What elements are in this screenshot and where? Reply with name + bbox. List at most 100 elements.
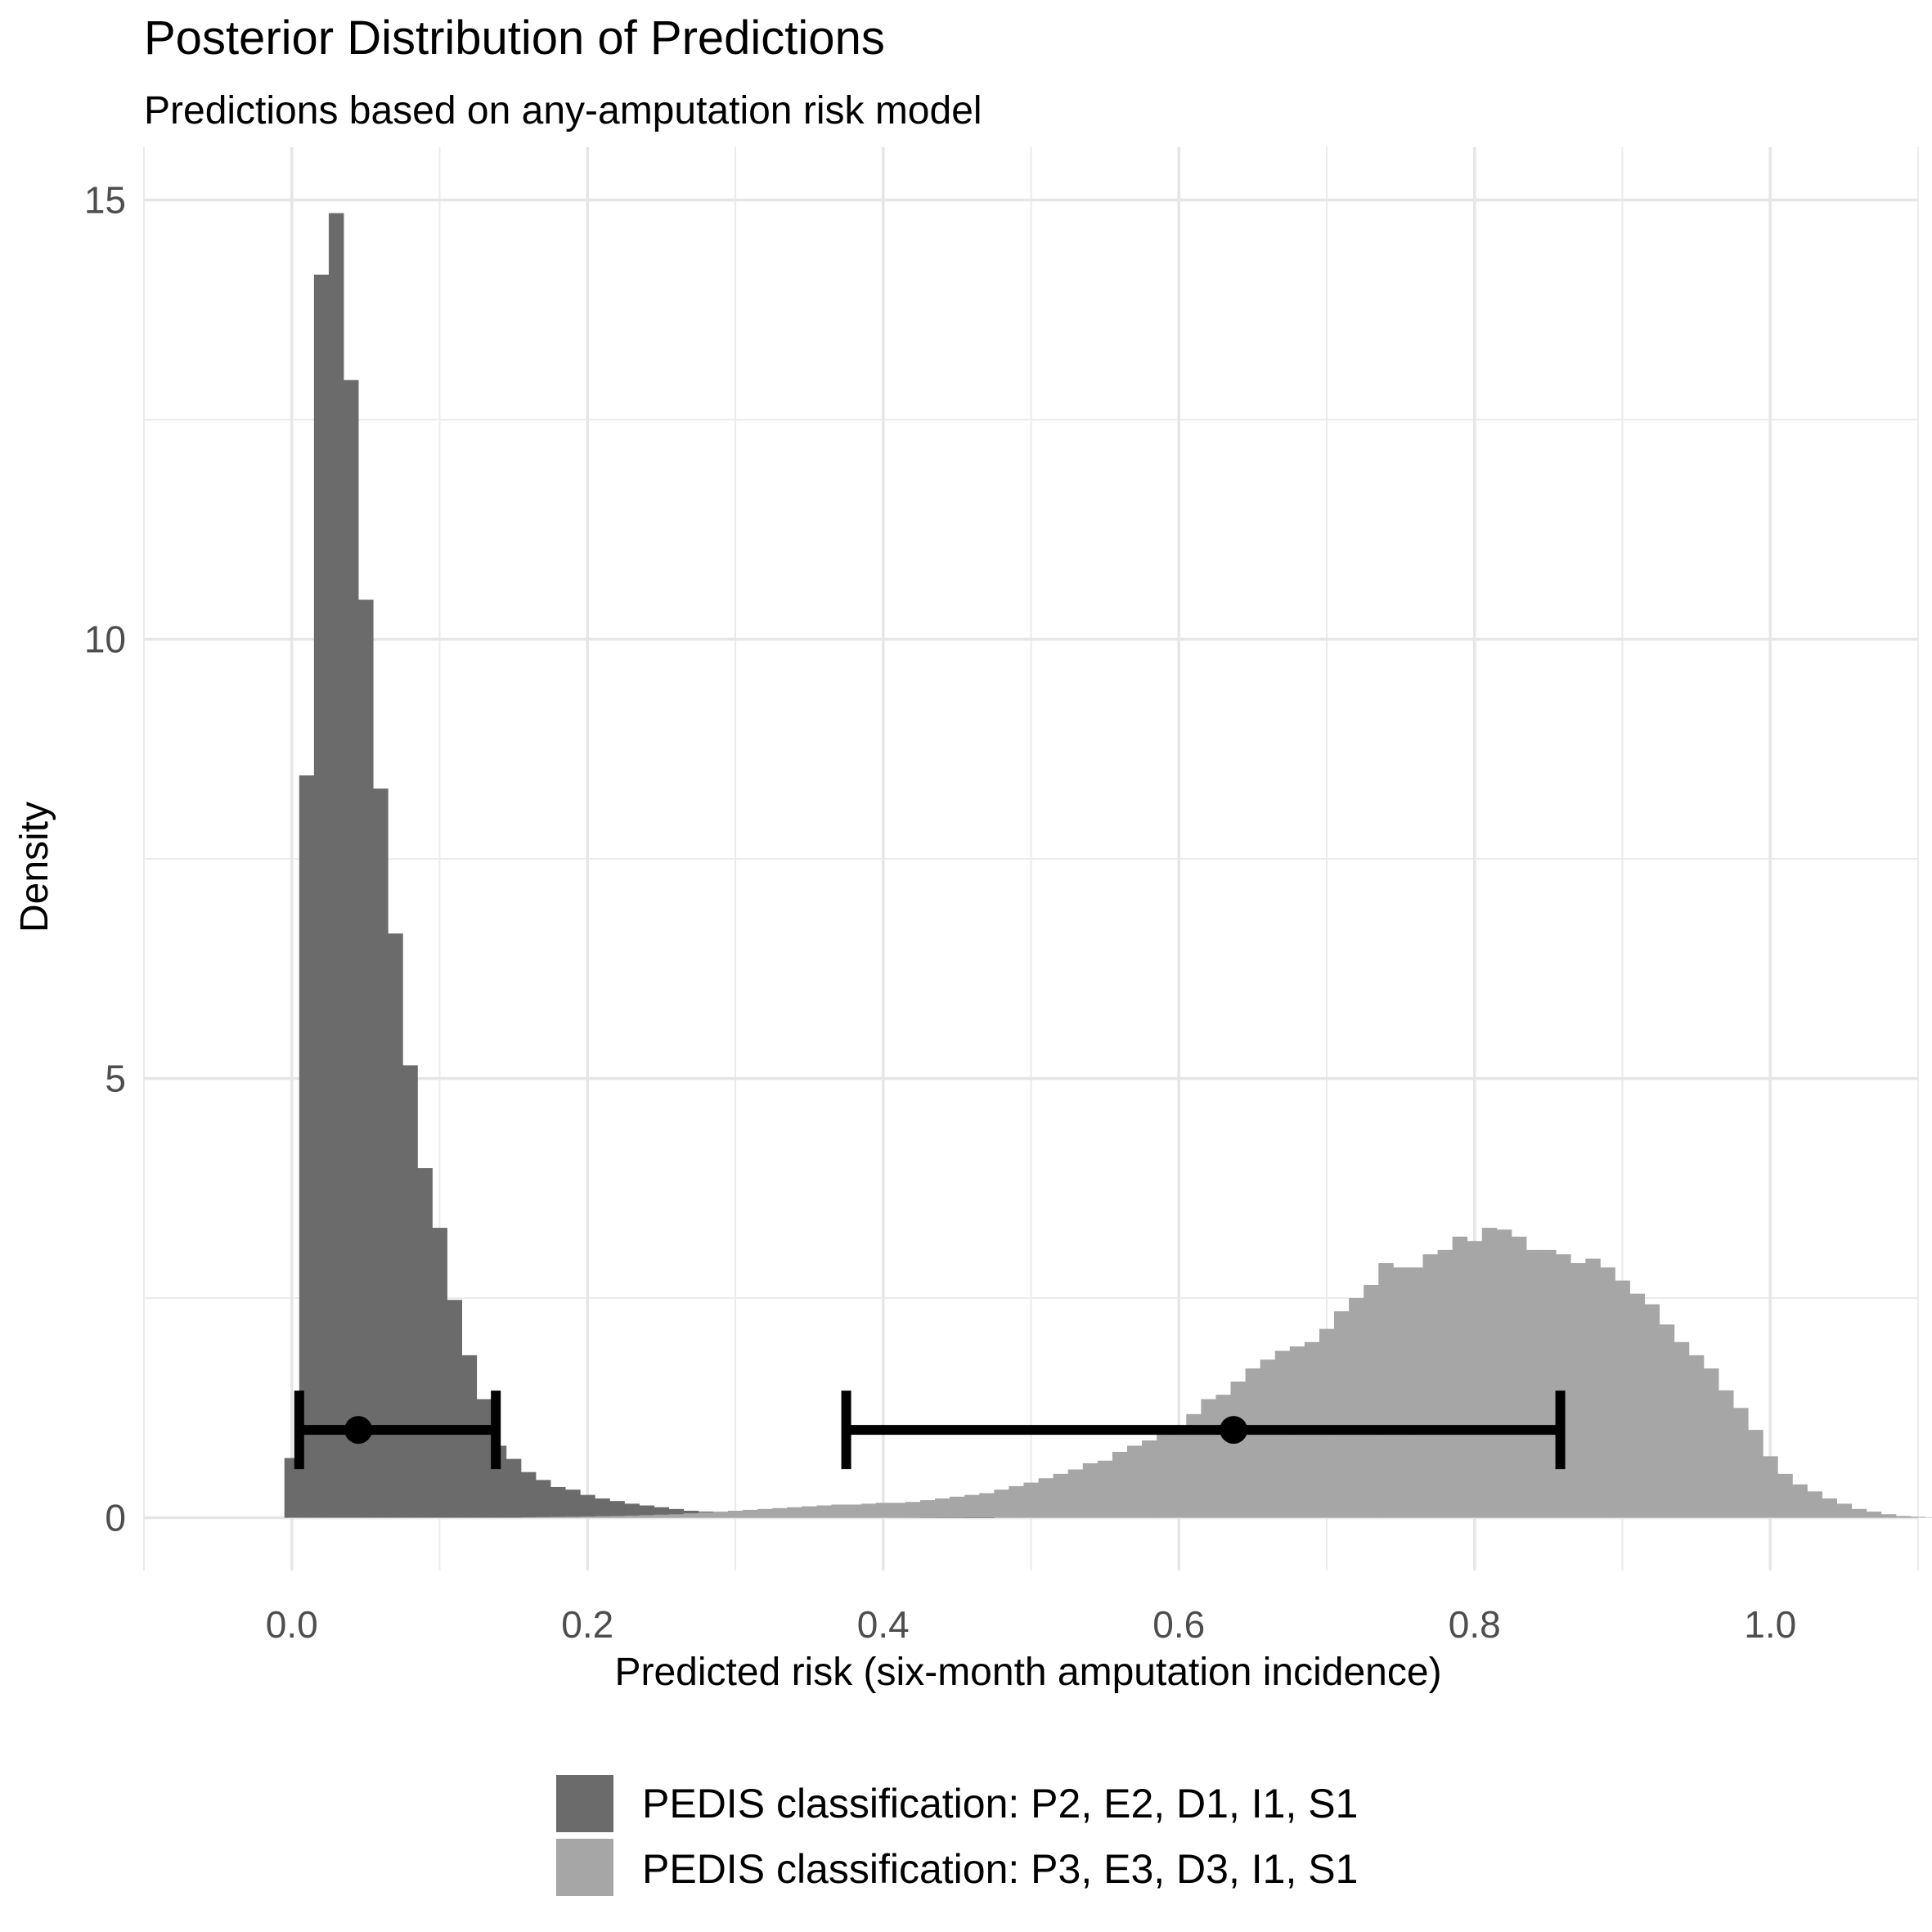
bar-s2-62 <box>1422 1254 1438 1518</box>
x-axis-ticks: 0.0 0.2 0.4 0.6 0.8 1.0 <box>266 1603 1796 1646</box>
bar-s2-93 <box>1880 1514 1897 1518</box>
legend-swatch-series-2 <box>556 1839 613 1896</box>
bar-s2-67 <box>1496 1229 1512 1518</box>
bar-s2-49 <box>1230 1382 1246 1518</box>
bar-s2-64 <box>1452 1236 1468 1518</box>
bar-s2-84 <box>1748 1430 1764 1518</box>
bar-s1-8 <box>402 1065 418 1518</box>
bar-s2-31 <box>964 1494 980 1518</box>
bar-s1-1 <box>299 775 315 1518</box>
bar-s2-80 <box>1688 1355 1705 1518</box>
legend: PEDIS classification: P2, E2, D1, I1, S1… <box>556 1775 1358 1896</box>
bar-s1-3 <box>328 213 344 1518</box>
bar-s2-11 <box>668 1514 685 1518</box>
chart-subtitle: Predictions based on any-amputation risk… <box>144 89 982 133</box>
y-tick-label-3: 15 <box>84 178 126 221</box>
legend-swatch-series-1 <box>556 1775 613 1832</box>
bar-s1-45 <box>950 1517 965 1518</box>
bar-s2-63 <box>1437 1249 1453 1518</box>
bar-s2-75 <box>1615 1280 1630 1518</box>
bar-s2-12 <box>683 1513 699 1518</box>
bar-s2-50 <box>1245 1368 1261 1518</box>
bar-s2-46 <box>1186 1413 1202 1518</box>
bar-s2-19 <box>787 1507 802 1518</box>
y-axis-ticks: 0 5 10 15 <box>84 178 126 1539</box>
bar-s1-15 <box>505 1458 522 1518</box>
bar-s2-43 <box>1142 1440 1157 1518</box>
bar-s2-79 <box>1674 1341 1690 1518</box>
bar-s2-18 <box>772 1507 788 1518</box>
bar-s2-70 <box>1541 1249 1557 1518</box>
interval-point-s1 <box>344 1416 373 1445</box>
bar-s1-12 <box>461 1355 478 1518</box>
bar-s2-96 <box>1925 1517 1932 1518</box>
bar-s1-2 <box>313 274 330 1518</box>
bar-s2-16 <box>743 1509 758 1518</box>
bar-s2-91 <box>1851 1508 1867 1518</box>
bar-s2-10 <box>654 1514 670 1518</box>
x-tick-label-2: 0.4 <box>857 1603 910 1646</box>
bar-s1-10 <box>432 1228 447 1518</box>
histogram-bars <box>284 213 1932 1518</box>
bar-s1-23 <box>624 1503 640 1518</box>
legend-label-series-1: PEDIS classification: P2, E2, D1, I1, S1 <box>642 1781 1358 1826</box>
bar-s2-15 <box>727 1510 744 1518</box>
bar-s2-3 <box>550 1516 566 1518</box>
bar-s2-69 <box>1526 1249 1542 1518</box>
bar-s2-5 <box>580 1516 595 1518</box>
bar-s2-73 <box>1585 1258 1601 1518</box>
bar-s2-36 <box>1038 1478 1054 1518</box>
chart-title: Posterior Distribution of Predictions <box>144 11 885 65</box>
bar-s1-5 <box>358 600 374 1518</box>
bar-s2-90 <box>1836 1503 1853 1518</box>
bar-s1-46 <box>964 1517 980 1518</box>
bar-s1-24 <box>639 1505 654 1518</box>
bar-s2-25 <box>875 1503 892 1518</box>
bar-s2-4 <box>565 1516 581 1518</box>
bar-s2-40 <box>1097 1460 1113 1518</box>
x-tick-label-5: 1.0 <box>1744 1603 1796 1646</box>
bar-s1-44 <box>935 1517 950 1518</box>
bar-s2-39 <box>1082 1462 1099 1518</box>
bar-s2-21 <box>816 1505 832 1518</box>
x-tick-label-3: 0.6 <box>1152 1603 1205 1646</box>
bar-s2-87 <box>1792 1484 1808 1518</box>
bar-s1-9 <box>417 1168 433 1518</box>
bar-s2-37 <box>1053 1473 1069 1518</box>
bar-s2-23 <box>846 1504 862 1518</box>
bar-s2-78 <box>1659 1324 1675 1518</box>
bar-s2-61 <box>1408 1267 1423 1518</box>
bar-s2-89 <box>1822 1498 1837 1518</box>
bar-s2-88 <box>1807 1491 1822 1518</box>
bar-s2-48 <box>1215 1395 1231 1518</box>
bar-s2-35 <box>1023 1482 1039 1518</box>
bar-s1-11 <box>447 1300 463 1518</box>
bar-s2-26 <box>890 1503 906 1518</box>
bar-s1-17 <box>535 1480 551 1518</box>
bar-s1-22 <box>609 1501 625 1518</box>
bar-s2-22 <box>831 1504 847 1518</box>
bar-s2-72 <box>1570 1263 1586 1518</box>
x-tick-label-0: 0.0 <box>266 1603 318 1646</box>
bar-s2-27 <box>905 1502 921 1518</box>
bar-s2-42 <box>1126 1445 1143 1518</box>
bar-s2-29 <box>935 1498 950 1518</box>
bar-s2-83 <box>1733 1408 1749 1518</box>
bar-s2-13 <box>698 1512 714 1518</box>
bar-s1-47 <box>979 1517 995 1518</box>
bar-s2-94 <box>1895 1516 1912 1518</box>
bar-s1-26 <box>668 1508 685 1518</box>
bar-s2-55 <box>1319 1328 1335 1518</box>
bar-s2-92 <box>1866 1512 1882 1518</box>
bar-s1-6 <box>373 789 389 1518</box>
bar-s2-38 <box>1067 1469 1084 1518</box>
bar-s2-82 <box>1718 1390 1734 1518</box>
bar-s1-18 <box>550 1486 566 1518</box>
bar-s2-32 <box>979 1493 995 1518</box>
interval-point-s2 <box>1220 1416 1248 1445</box>
bar-s2-7 <box>609 1516 625 1518</box>
bar-s2-57 <box>1349 1298 1364 1518</box>
bar-s2-41 <box>1112 1452 1128 1518</box>
bar-s1-0 <box>284 1458 300 1518</box>
